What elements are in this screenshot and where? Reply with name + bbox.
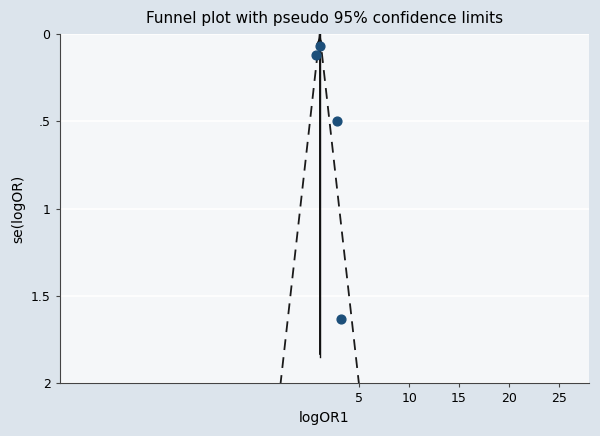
Point xyxy=(332,118,342,125)
Title: Funnel plot with pseudo 95% confidence limits: Funnel plot with pseudo 95% confidence l… xyxy=(146,11,503,26)
X-axis label: logOR1: logOR1 xyxy=(299,411,350,425)
Point xyxy=(311,52,321,59)
Y-axis label: se(logOR): se(logOR) xyxy=(11,175,25,243)
Point xyxy=(337,315,346,322)
Point xyxy=(315,43,325,50)
